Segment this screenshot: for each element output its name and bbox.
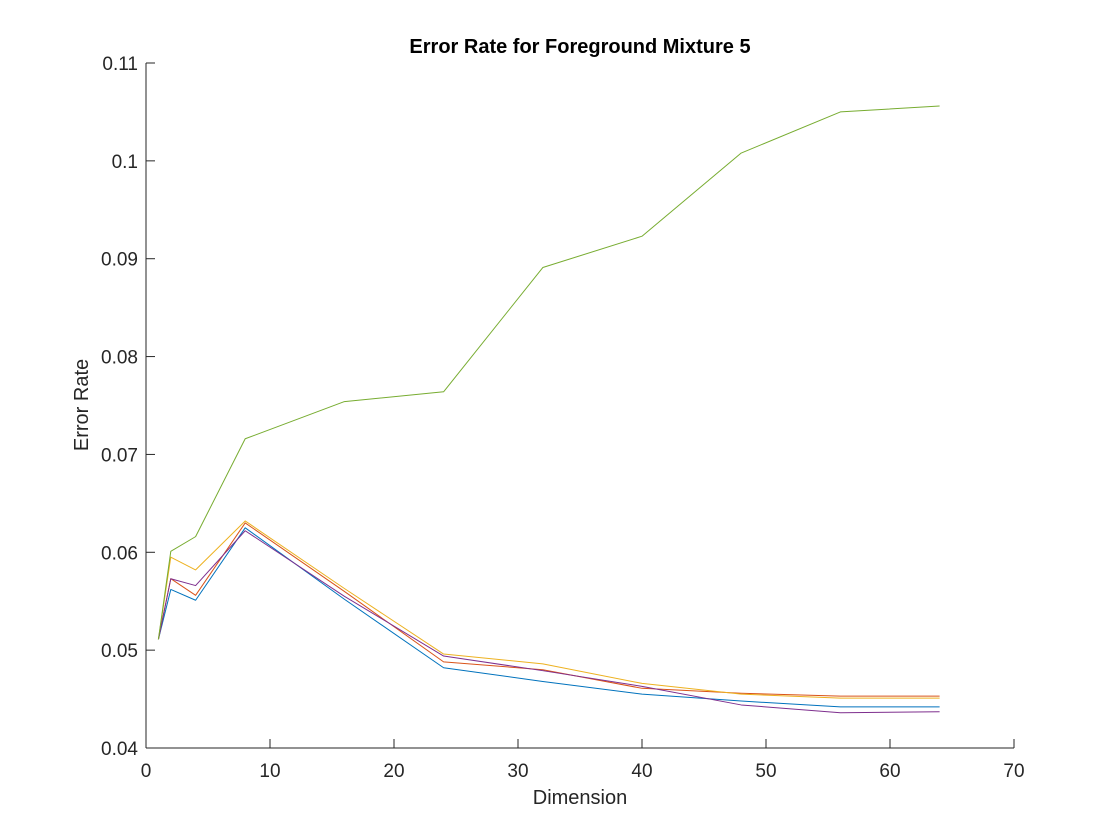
axes [145,63,1014,749]
y-tick-label: 0.07 [101,445,138,466]
y-tick-label: 0.06 [101,543,138,564]
chart-title: Error Rate for Foreground Mixture 5 [409,36,750,58]
y-axis-label: Error Rate [71,359,93,451]
x-tick-label: 0 [141,761,152,782]
x-axis-label: Dimension [533,787,627,809]
y-ticks: 0.04 0.05 0.06 0.07 0.08 0.09 0.1 0.11 [101,54,155,760]
y-tick-label: 0.08 [101,348,138,369]
y-tick-label: 0.05 [101,641,138,662]
x-tick-label: 50 [755,761,776,782]
x-tick-label: 10 [259,761,280,782]
series-line-3 [157,520,940,699]
series-line-4 [157,530,940,714]
x-tick-label: 40 [631,761,652,782]
x-ticks: 0 10 20 30 40 50 60 70 [141,739,1025,782]
y-tick-label: 0.1 [112,152,138,173]
plot-lines [157,105,940,714]
series-line-2 [157,522,940,697]
y-tick-label: 0.04 [101,739,138,760]
series-line-1 [157,527,940,708]
series-line-5 [157,105,940,640]
x-tick-label: 60 [879,761,900,782]
y-tick-label: 0.09 [101,250,138,271]
x-tick-label: 30 [507,761,528,782]
x-tick-label: 70 [1003,761,1024,782]
x-tick-label: 20 [383,761,404,782]
y-tick-label: 0.11 [102,54,138,75]
